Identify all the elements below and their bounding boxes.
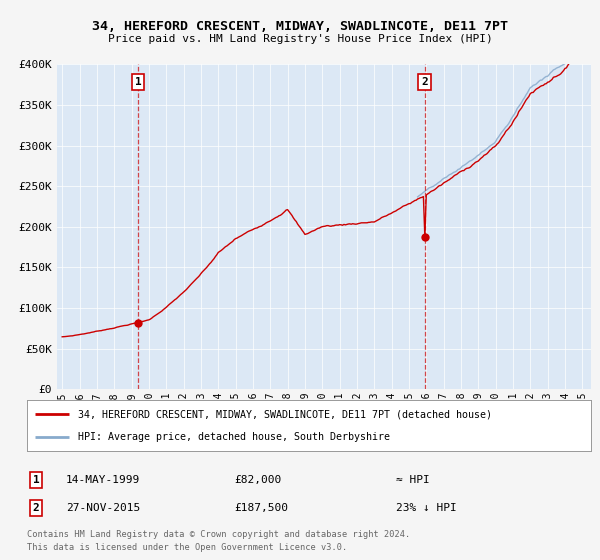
Text: 14-MAY-1999: 14-MAY-1999 — [66, 475, 140, 485]
Text: 27-NOV-2015: 27-NOV-2015 — [66, 503, 140, 513]
Text: 1: 1 — [32, 475, 40, 485]
Text: Price paid vs. HM Land Registry's House Price Index (HPI): Price paid vs. HM Land Registry's House … — [107, 34, 493, 44]
Text: Contains HM Land Registry data © Crown copyright and database right 2024.: Contains HM Land Registry data © Crown c… — [27, 530, 410, 539]
Text: 2: 2 — [32, 503, 40, 513]
Text: £187,500: £187,500 — [234, 503, 288, 513]
Text: HPI: Average price, detached house, South Derbyshire: HPI: Average price, detached house, Sout… — [78, 432, 390, 442]
Text: 2: 2 — [421, 77, 428, 87]
Text: ≈ HPI: ≈ HPI — [396, 475, 430, 485]
Text: 1: 1 — [134, 77, 142, 87]
Text: 23% ↓ HPI: 23% ↓ HPI — [396, 503, 457, 513]
Text: 34, HEREFORD CRESCENT, MIDWAY, SWADLINCOTE, DE11 7PT: 34, HEREFORD CRESCENT, MIDWAY, SWADLINCO… — [92, 20, 508, 32]
Text: £82,000: £82,000 — [234, 475, 281, 485]
Text: This data is licensed under the Open Government Licence v3.0.: This data is licensed under the Open Gov… — [27, 543, 347, 552]
Text: 34, HEREFORD CRESCENT, MIDWAY, SWADLINCOTE, DE11 7PT (detached house): 34, HEREFORD CRESCENT, MIDWAY, SWADLINCO… — [78, 409, 492, 419]
